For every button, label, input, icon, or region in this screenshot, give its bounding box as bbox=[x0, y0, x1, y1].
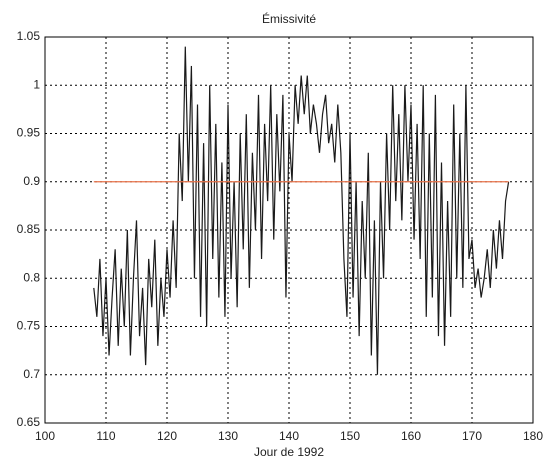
x-tick-label: 110 bbox=[96, 429, 115, 443]
y-tick-label: 0.65 bbox=[17, 415, 41, 429]
data-line bbox=[93, 46, 510, 375]
y-tick-label: 1.05 bbox=[17, 29, 41, 43]
x-tick-label: 120 bbox=[157, 429, 177, 443]
x-tick-label: 180 bbox=[523, 429, 543, 443]
x-tick-label: 160 bbox=[401, 429, 421, 443]
y-tick-label: 0.9 bbox=[23, 174, 40, 188]
y-tick-label: 1 bbox=[33, 77, 40, 91]
x-axis-label: Jour de 1992 bbox=[254, 445, 324, 459]
plot-frame bbox=[44, 36, 534, 424]
y-tick-label: 0.95 bbox=[17, 126, 41, 140]
y-tick-label: 0.8 bbox=[23, 270, 40, 284]
x-tick-label: 140 bbox=[279, 429, 299, 443]
x-tick-label: 100 bbox=[35, 429, 55, 443]
y-tick-label: 0.7 bbox=[23, 367, 40, 381]
x-tick-label: 130 bbox=[218, 429, 238, 443]
x-tick-label: 150 bbox=[340, 429, 360, 443]
chart-title: Émissivité bbox=[262, 11, 316, 26]
x-tick-label: 170 bbox=[462, 429, 482, 443]
y-tick-label: 0.75 bbox=[17, 319, 41, 333]
y-tick-label: 0.85 bbox=[17, 222, 41, 236]
